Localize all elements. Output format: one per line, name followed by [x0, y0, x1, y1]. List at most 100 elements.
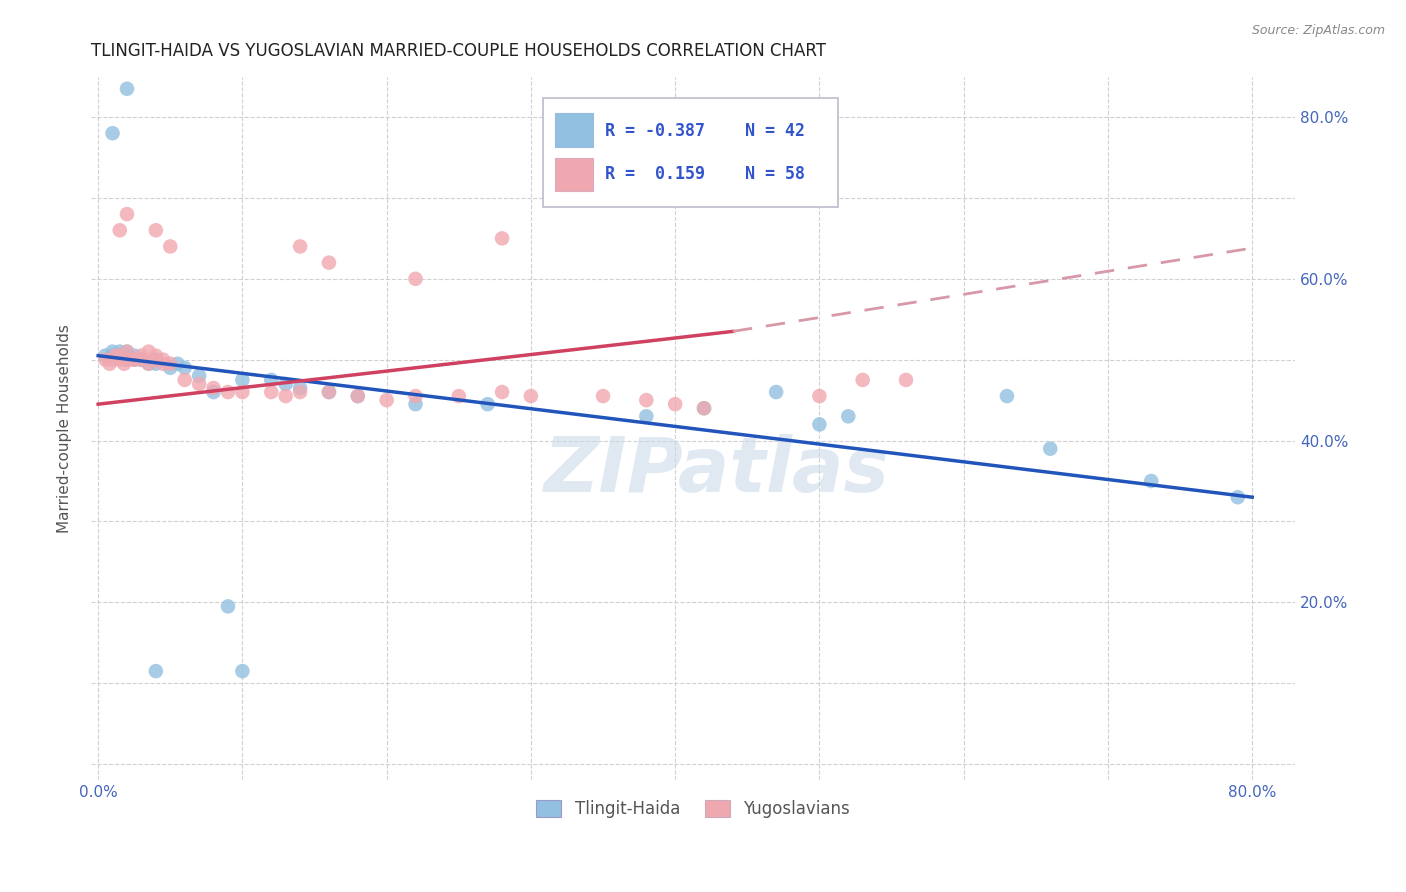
Point [693, 401, 716, 416]
Point [173, 373, 195, 387]
Point [131, 352, 153, 367]
Point [98, 357, 121, 371]
Y-axis label: Married-couple Households: Married-couple Households [58, 324, 72, 533]
Point [145, 664, 167, 678]
Point [260, 373, 283, 387]
Text: TLINGIT-HAIDA VS YUGOSLAVIAN MARRIED-COUPLE HOUSEHOLDS CORRELATION CHART: TLINGIT-HAIDA VS YUGOSLAVIAN MARRIED-COU… [91, 42, 825, 60]
Point [664, 397, 686, 411]
Point [152, 357, 174, 371]
Point [138, 344, 160, 359]
Point [101, 349, 124, 363]
Point [217, 385, 239, 400]
Point [288, 385, 311, 400]
Point [101, 352, 124, 367]
Bar [555, 158, 593, 191]
Point [318, 255, 340, 269]
Point [1039, 442, 1062, 456]
Text: R = -0.387    N = 42: R = -0.387 N = 42 [605, 122, 806, 140]
Point [138, 357, 160, 371]
Point [405, 272, 427, 286]
Point [260, 385, 283, 400]
Point [837, 409, 859, 424]
Point [231, 373, 253, 387]
Point [636, 409, 658, 424]
Point [115, 344, 138, 359]
Point [188, 376, 211, 391]
Point [108, 344, 131, 359]
Point [491, 385, 513, 400]
Point [217, 599, 239, 614]
FancyBboxPatch shape [543, 98, 838, 207]
Point [166, 357, 188, 371]
Point [1226, 490, 1249, 504]
Point [274, 389, 297, 403]
Point [138, 357, 160, 371]
Point [108, 349, 131, 363]
Point [145, 352, 167, 367]
Point [477, 397, 499, 411]
Point [108, 223, 131, 237]
Point [274, 376, 297, 391]
Point [94, 352, 117, 367]
Text: R =  0.159    N = 58: R = 0.159 N = 58 [605, 165, 806, 184]
Point [108, 349, 131, 363]
Point [131, 349, 153, 363]
Point [145, 352, 167, 367]
Point [1140, 474, 1163, 488]
Point [447, 389, 470, 403]
Point [852, 373, 875, 387]
Point [145, 223, 167, 237]
Point [115, 352, 138, 367]
Point [231, 385, 253, 400]
Point [122, 349, 145, 363]
Point [101, 344, 124, 359]
Point [145, 357, 167, 371]
Point [112, 357, 135, 371]
Point [288, 239, 311, 253]
Point [101, 126, 124, 140]
Point [115, 207, 138, 221]
Point [152, 352, 174, 367]
Point [995, 389, 1018, 403]
Point [108, 352, 131, 367]
Point [491, 231, 513, 245]
Point [122, 352, 145, 367]
Point [405, 397, 427, 411]
Text: Source: ZipAtlas.com: Source: ZipAtlas.com [1251, 24, 1385, 37]
Point [122, 352, 145, 367]
Point [288, 381, 311, 395]
Point [104, 349, 127, 363]
Point [131, 352, 153, 367]
Point [115, 344, 138, 359]
Point [375, 393, 398, 408]
Point [159, 239, 181, 253]
Point [346, 389, 368, 403]
Point [145, 349, 167, 363]
Point [115, 81, 138, 95]
Point [115, 349, 138, 363]
Point [520, 389, 543, 403]
Point [173, 360, 195, 375]
Point [94, 349, 117, 363]
Point [122, 352, 145, 367]
Legend: Tlingit-Haida, Yugoslavians: Tlingit-Haida, Yugoslavians [530, 793, 856, 825]
Point [808, 417, 831, 432]
Point [318, 385, 340, 400]
Point [131, 352, 153, 367]
Point [765, 385, 787, 400]
Point [693, 401, 716, 416]
Text: ZIPatlas: ZIPatlas [544, 434, 890, 508]
Point [159, 360, 181, 375]
Point [894, 373, 917, 387]
Point [808, 389, 831, 403]
Point [202, 385, 225, 400]
Point [405, 389, 427, 403]
Point [318, 385, 340, 400]
Point [159, 357, 181, 371]
Point [202, 381, 225, 395]
Point [636, 393, 658, 408]
Point [592, 389, 614, 403]
Point [188, 368, 211, 383]
Bar [555, 113, 593, 147]
Point [231, 664, 253, 678]
